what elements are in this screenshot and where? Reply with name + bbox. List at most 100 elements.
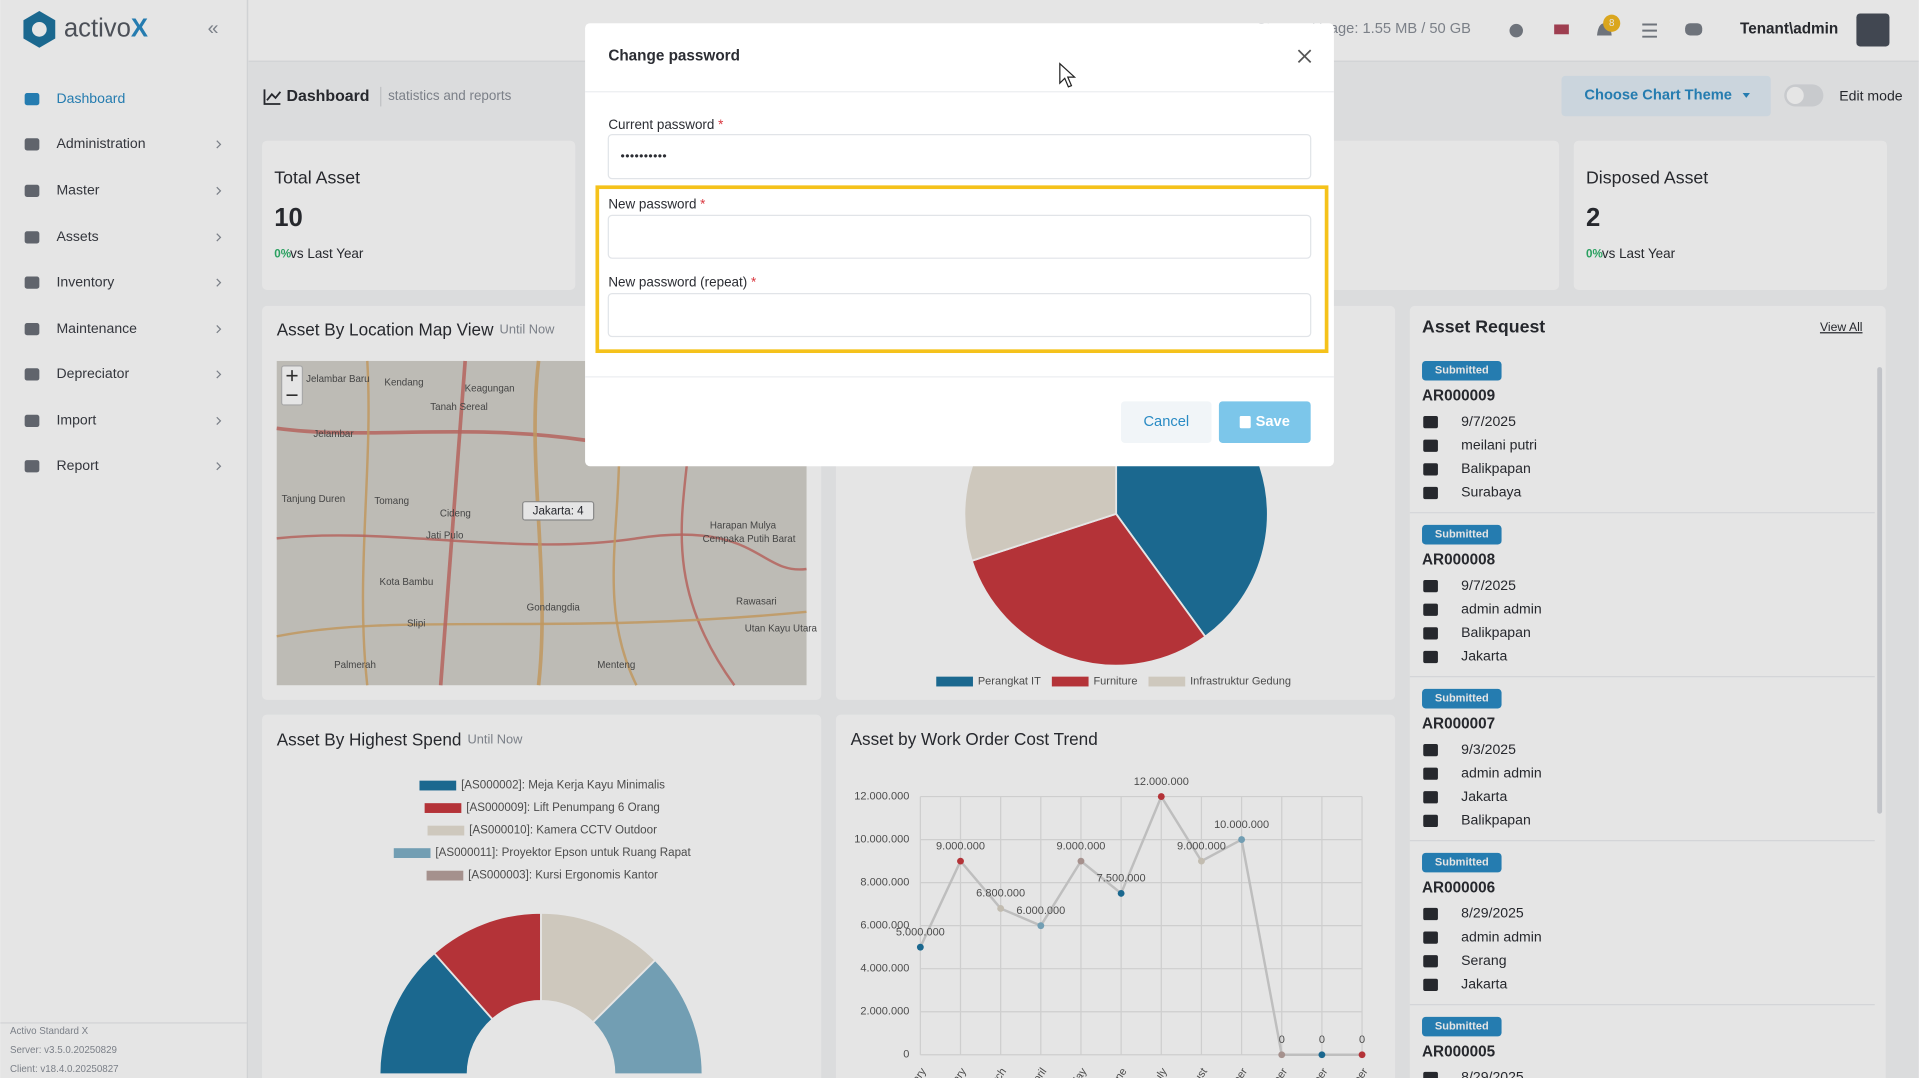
nav-item[interactable]: Administration: [56, 135, 145, 151]
label-text: New password (repeat): [608, 274, 747, 289]
legend-label: [AS000011]: Proyektor Epson untuk Ruang …: [435, 846, 691, 859]
view-all-link[interactable]: View All: [1820, 320, 1863, 334]
card-title: Total Asset: [274, 167, 360, 187]
nav-chevron: [216, 325, 222, 334]
card-change: 0%: [274, 248, 291, 261]
chat-icon[interactable]: [1685, 23, 1703, 36]
map-place-label: Tanjung Duren: [282, 494, 346, 505]
save-button[interactable]: [1218, 401, 1311, 443]
nav-item[interactable]: Assets: [56, 228, 98, 244]
data-point: [1358, 1051, 1366, 1059]
toggle-knob: [1786, 86, 1804, 105]
legend-swatch: [936, 676, 973, 687]
nav-icon: [24, 276, 40, 289]
row-icon: [1423, 579, 1438, 593]
row-icon: [1423, 463, 1438, 476]
legend-swatch: [393, 848, 431, 858]
user-name: Tenant\admin: [1740, 20, 1838, 37]
nav-chevron: [216, 462, 222, 471]
legend-swatch: [427, 825, 465, 836]
chart-theme-button[interactable]: [1561, 75, 1771, 117]
tasks-icon[interactable]: [1642, 23, 1657, 38]
row-icon: [1423, 767, 1438, 780]
new-password-input[interactable]: [607, 214, 1312, 259]
repeat-password-input[interactable]: [607, 293, 1312, 338]
request-to: Balikpapan: [1461, 812, 1531, 828]
status-badge: [1422, 688, 1502, 709]
nav-item[interactable]: Master: [56, 182, 99, 198]
request-requester: admin admin: [1461, 764, 1542, 780]
nav-item[interactable]: Import: [56, 412, 96, 428]
help-icon[interactable]: [1509, 23, 1523, 38]
row-icon: [1423, 955, 1438, 968]
notification-count: 8: [1609, 18, 1614, 29]
user-avatar[interactable]: [1856, 13, 1890, 47]
card-change-label: vs Last Year: [290, 246, 364, 261]
data-label: 6.800.000: [976, 888, 1025, 900]
y-tick-label: 6.000.000: [860, 920, 909, 932]
save-icon: [1239, 416, 1251, 429]
panel-title: Asset By Highest Spend Until Now: [277, 729, 523, 749]
status-label: Submitted: [1435, 1021, 1489, 1033]
save-label: Save: [1256, 414, 1290, 430]
y-tick-label: 10.000.000: [854, 834, 909, 846]
request-to: Jakarta: [1461, 648, 1507, 664]
status-badge: [1422, 852, 1502, 873]
summary-card: [1573, 140, 1887, 290]
page-subtitle: statistics and reports: [388, 88, 512, 103]
logo-icon-inner: [32, 22, 47, 37]
collapse-button[interactable]: «: [208, 18, 219, 40]
language-flag[interactable]: [1554, 24, 1569, 35]
page-title: Dashboard: [287, 88, 370, 105]
row-icon: [1423, 627, 1438, 640]
nav-item[interactable]: Maintenance: [56, 320, 137, 336]
nav-chevron: [216, 278, 222, 287]
nav-icon: [24, 138, 40, 151]
card-value: 10: [274, 204, 303, 232]
data-point: [1318, 1051, 1326, 1059]
nav-item[interactable]: Inventory: [56, 273, 114, 289]
data-label: 0: [1319, 1034, 1325, 1046]
map-road: [533, 360, 544, 686]
title-subtext: Until Now: [500, 322, 556, 337]
nav-chevron: [216, 233, 222, 242]
map-place-label: Palmerah: [334, 660, 376, 671]
close-button[interactable]: [1297, 49, 1312, 64]
y-tick-label: 2.000.000: [860, 1006, 909, 1018]
panel: [1409, 305, 1886, 1078]
row-icon: [1423, 814, 1438, 828]
field-label: Current password *: [608, 116, 724, 131]
map-place-label: Tomang: [374, 496, 409, 507]
request-requester: admin admin: [1461, 600, 1542, 616]
cancel-label: Cancel: [1143, 414, 1189, 430]
map-place-label: Utan Kayu Utara: [745, 624, 818, 635]
request-date: 8/29/2025: [1461, 905, 1524, 921]
dropdown-caret: [1742, 92, 1750, 98]
nav-item[interactable]: Depreciator: [56, 365, 129, 381]
row-icon: [1423, 486, 1438, 500]
cancel-button[interactable]: [1121, 401, 1212, 443]
map-place-label: Keagungan: [465, 384, 515, 395]
nav-icon: [24, 414, 40, 428]
request-id: AR000006: [1422, 879, 1495, 896]
map-marker[interactable]: [522, 501, 595, 521]
data-label: 10.000.000: [1214, 819, 1269, 831]
title-subtext: Until Now: [468, 732, 524, 747]
nav-item[interactable]: Dashboard: [56, 90, 125, 106]
card-change: 0%: [1586, 248, 1603, 261]
zoom-symbols: [286, 370, 298, 397]
brand-suffix: X: [131, 14, 148, 42]
nav-item[interactable]: Report: [56, 457, 98, 473]
status-badge: [1422, 524, 1502, 545]
data-label: 0: [1359, 1034, 1365, 1046]
map-place-label: Kendang: [384, 378, 423, 389]
status-label: Submitted: [1435, 857, 1489, 869]
request-id: AR000008: [1422, 551, 1496, 568]
title-text: Asset By Location Map View: [277, 319, 494, 339]
legend-swatch: [424, 803, 462, 813]
current-password-input[interactable]: [607, 133, 1312, 180]
request-from: Jakarta: [1461, 788, 1507, 804]
sidebar: [0, 0, 248, 1078]
status-label: Submitted: [1435, 693, 1489, 705]
